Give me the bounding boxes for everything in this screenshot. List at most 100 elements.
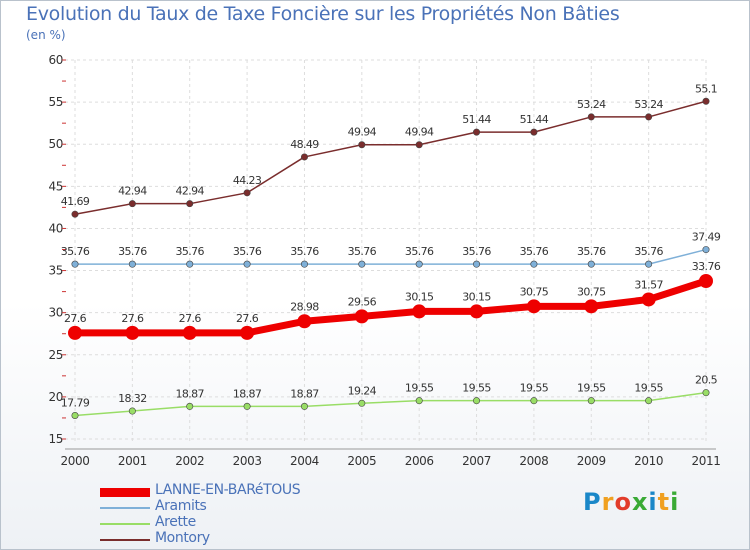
logo-letter: i bbox=[670, 488, 680, 516]
point-aramits bbox=[71, 260, 79, 268]
proxiti-logo: Proxiti bbox=[583, 488, 679, 516]
data-label-montory: 49.94 bbox=[348, 126, 377, 139]
point-lanne-en-bar-tous bbox=[354, 309, 369, 324]
axes: 15 20 25 30 35 40 45 50 55 60 2000 2001 2002 2003 2004… bbox=[49, 53, 721, 468]
x-tick-label: 2007 bbox=[462, 454, 491, 468]
data-label-lanne-en-bar-tous: 27.6 bbox=[179, 312, 202, 325]
data-label-aramits: 35.76 bbox=[118, 245, 147, 258]
point-montory bbox=[128, 200, 136, 208]
x-tick-label: 2005 bbox=[347, 454, 376, 468]
point-arette bbox=[415, 397, 423, 405]
data-label-lanne-en-bar-tous: 31.57 bbox=[634, 278, 663, 291]
data-label-aramits: 35.76 bbox=[348, 245, 377, 258]
point-lanne-en-bar-tous bbox=[412, 304, 427, 319]
point-montory bbox=[71, 210, 79, 218]
data-label-montory: 53.24 bbox=[577, 98, 606, 111]
point-arette bbox=[243, 402, 251, 410]
x-tick-label: 2006 bbox=[405, 454, 434, 468]
logo-letter: t bbox=[657, 488, 671, 516]
data-label-lanne-en-bar-tous: 29.56 bbox=[348, 295, 377, 308]
logo-letter: P bbox=[583, 488, 602, 516]
point-arette bbox=[702, 389, 710, 397]
data-label-montory: 44.23 bbox=[233, 174, 262, 187]
data-label-arette: 19.55 bbox=[405, 382, 434, 395]
data-label-lanne-en-bar-tous: 30.15 bbox=[462, 290, 491, 303]
data-label-arette: 18.32 bbox=[118, 392, 147, 405]
point-lanne-en-bar-tous bbox=[125, 325, 140, 340]
chart-subtitle: (en %) bbox=[26, 28, 66, 42]
data-label-aramits: 35.76 bbox=[290, 245, 319, 258]
y-tick-label: 35 bbox=[49, 264, 63, 278]
data-label-montory: 53.24 bbox=[634, 98, 663, 111]
point-montory bbox=[415, 141, 423, 149]
x-tick-label: 2001 bbox=[118, 454, 147, 468]
data-label-lanne-en-bar-tous: 30.15 bbox=[405, 290, 434, 303]
legend-item-montory: Montory bbox=[100, 530, 400, 548]
point-arette bbox=[645, 397, 653, 405]
logo-letter: o bbox=[614, 488, 632, 516]
y-tick-label: 55 bbox=[49, 95, 63, 109]
logo-letter: x bbox=[631, 488, 649, 516]
point-aramits bbox=[358, 260, 366, 268]
legend: LANNE-EN-BARéTOUS Aramits Arette Montory bbox=[100, 482, 400, 548]
point-lanne-en-bar-tous bbox=[584, 299, 599, 314]
point-arette bbox=[530, 397, 538, 405]
legend-swatch bbox=[100, 523, 150, 525]
data-label-arette: 18.87 bbox=[290, 387, 319, 400]
x-tick-label: 2002 bbox=[175, 454, 204, 468]
point-montory bbox=[300, 153, 308, 161]
data-labels: 35.76 35.76 35.76 35.76 35.76 35.76 35.76 35.76… bbox=[61, 82, 722, 410]
data-label-arette: 18.87 bbox=[175, 387, 204, 400]
y-tick-label: 50 bbox=[49, 137, 63, 151]
point-arette bbox=[71, 412, 79, 420]
point-aramits bbox=[530, 260, 538, 268]
data-label-arette: 17.79 bbox=[61, 397, 90, 410]
point-lanne-en-bar-tous bbox=[699, 273, 713, 288]
x-tick-label: 2011 bbox=[692, 454, 721, 468]
y-tick-label: 60 bbox=[49, 53, 63, 67]
data-label-arette: 19.55 bbox=[462, 382, 491, 395]
point-arette bbox=[473, 397, 481, 405]
legend-label: LANNE-EN-BARéTOUS bbox=[155, 482, 301, 498]
legend-swatch bbox=[100, 507, 150, 509]
data-label-aramits: 35.76 bbox=[175, 245, 204, 258]
y-tick-label: 45 bbox=[49, 179, 63, 193]
point-montory bbox=[530, 128, 538, 136]
data-label-aramits: 35.76 bbox=[405, 245, 434, 258]
series-line-arette bbox=[74, 391, 707, 417]
data-label-arette: 19.55 bbox=[634, 382, 663, 395]
logo-letter: r bbox=[601, 488, 615, 516]
legend-swatch bbox=[100, 539, 150, 541]
point-arette bbox=[300, 402, 308, 410]
series-line-lanne-en-bar-tous bbox=[75, 277, 708, 337]
point-aramits bbox=[243, 260, 251, 268]
logo-letter: i bbox=[648, 488, 658, 516]
legend-label: Arette bbox=[155, 514, 196, 530]
point-aramits bbox=[645, 260, 653, 268]
data-label-montory: 55.1 bbox=[695, 82, 717, 95]
point-montory bbox=[186, 200, 194, 208]
x-tick-label: 2003 bbox=[233, 454, 262, 468]
point-montory bbox=[645, 113, 653, 121]
y-tick-label: 30 bbox=[49, 306, 63, 320]
x-tick-label: 2008 bbox=[519, 454, 548, 468]
x-tick-label: 2009 bbox=[577, 454, 606, 468]
data-label-lanne-en-bar-tous: 27.6 bbox=[236, 312, 259, 325]
legend-item-aramits: Aramits bbox=[100, 498, 400, 516]
data-label-arette: 19.24 bbox=[348, 384, 377, 397]
data-label-montory: 48.49 bbox=[290, 138, 319, 151]
point-montory bbox=[358, 141, 366, 149]
x-tick-label: 2010 bbox=[634, 454, 663, 468]
point-montory bbox=[243, 189, 251, 197]
point-aramits bbox=[702, 246, 710, 254]
x-tick-label: 2000 bbox=[61, 454, 90, 468]
data-label-lanne-en-bar-tous: 30.75 bbox=[577, 285, 606, 298]
legend-swatch bbox=[100, 487, 150, 497]
point-lanne-en-bar-tous bbox=[68, 325, 82, 340]
point-arette bbox=[358, 399, 366, 407]
point-aramits bbox=[587, 260, 595, 268]
data-label-montory: 42.94 bbox=[175, 185, 204, 198]
point-arette bbox=[587, 397, 595, 405]
